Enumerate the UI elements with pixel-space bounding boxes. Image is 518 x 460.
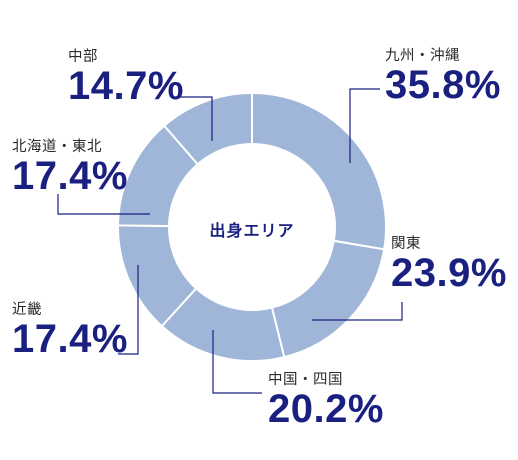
slice-kanto [270,239,386,359]
leader-line-chugoku-shikoku [212,330,262,394]
label-chubu: 中部 14.7% [68,48,184,106]
label-hokkaido-tohoku: 北海道・東北 17.4% [12,138,128,196]
leader-line-kinki [118,265,139,355]
leader-line-hokkaido-tohoku [57,194,150,215]
leader-line-chubu [178,96,213,141]
label-kanto: 関東 23.9% [391,235,507,293]
label-kyushu-okinawa-value: 35.8% [385,63,501,107]
label-hokkaido-tohoku-value: 17.4% [12,154,128,198]
label-hokkaido-tohoku-name: 北海道・東北 [12,139,102,155]
label-kanto-value: 23.9% [391,251,507,295]
leader-line-kyushu-okinawa [349,88,380,163]
label-kinki: 近畿 17.4% [12,301,128,359]
label-kyushu-okinawa: 九州・沖縄 35.8% [385,47,501,105]
label-chubu-name: 中部 [68,49,98,65]
label-chugoku-shikoku-name: 中国・四国 [268,372,343,388]
slice-kyushu-okinawa [251,91,387,251]
label-kyushu-okinawa-name: 九州・沖縄 [385,48,460,64]
label-kinki-name: 近畿 [12,302,42,318]
slice-chubu [162,91,253,166]
label-chugoku-shikoku: 中国・四国 20.2% [268,371,384,429]
label-chubu-value: 14.7% [68,64,184,108]
label-chugoku-shikoku-value: 20.2% [268,387,384,431]
leader-line-kanto [312,302,403,321]
chart-title: 出身エリア [209,221,295,240]
label-kanto-name: 関東 [391,236,421,252]
label-kinki-value: 17.4% [12,317,128,361]
